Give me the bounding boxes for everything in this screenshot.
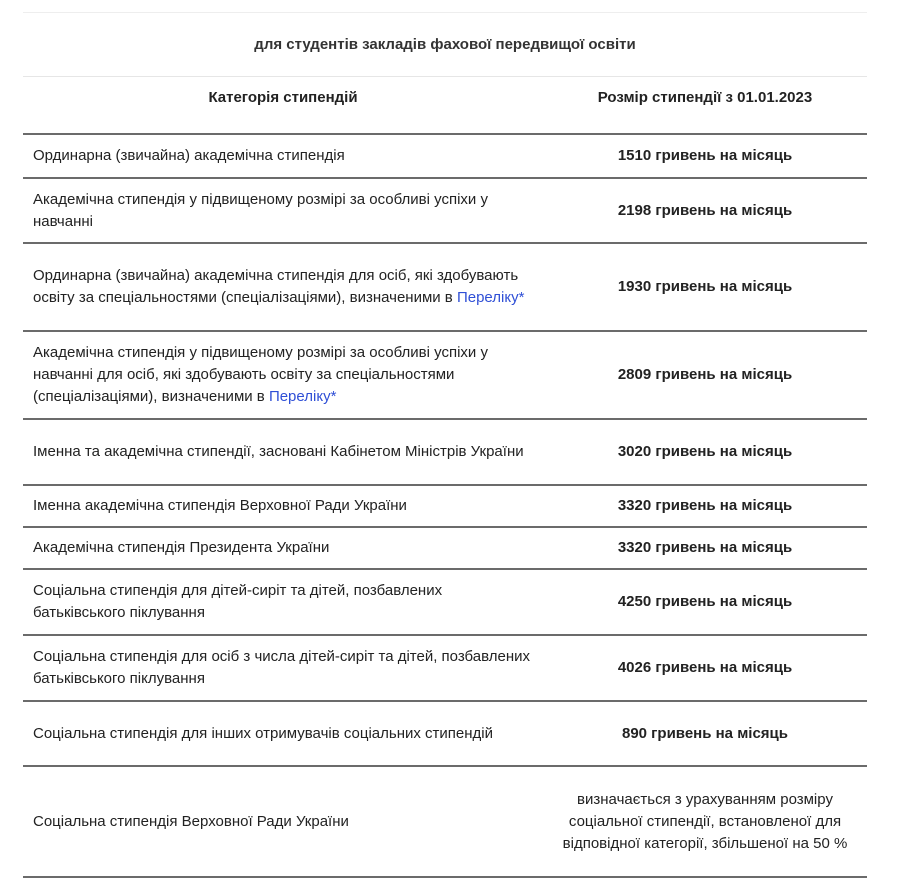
amount-cell: 2198 гривень на місяць: [617, 201, 793, 219]
category-text: Соціальна стипендія для інших отримувачі…: [33, 724, 493, 742]
category-text: Академічна стипендія Президента України: [33, 539, 330, 556]
category-text: Академічна стипендія у підвищеному розмі…: [33, 190, 488, 230]
category-text: Академічна стипендія у підвищеному розмі…: [33, 342, 533, 408]
table-row: Соціальна стипендія для осіб з числа діт…: [23, 634, 867, 700]
category-text: Соціальна стипендія для осіб з числа діт…: [33, 648, 531, 687]
caption-divider: [23, 76, 867, 77]
category-cell: Академічна стипендія у підвищеному розмі…: [23, 332, 543, 418]
amount-cell: 1930 гривень на місяць: [617, 278, 793, 295]
table-row: Академічна стипендія у підвищеному розмі…: [23, 177, 867, 242]
category-text: Ординарна (звичайна) академічна стипенді…: [33, 147, 345, 164]
perelik-link[interactable]: Переліку*: [268, 388, 337, 405]
table-caption: для студентів закладів фахової передвищо…: [254, 36, 636, 53]
amount-cell: 1510 гривень на місяць: [617, 147, 793, 164]
category-cell: Ординарна (звичайна) академічна стипенді…: [23, 135, 543, 177]
category-text: Соціальна стипендія Верховної Ради Украї…: [33, 812, 349, 830]
category-cell: Академічна стипендія Президента України: [23, 528, 543, 568]
table-row: Академічна стипендія у підвищеному розмі…: [23, 330, 867, 418]
amount-cell: 3020 гривень на місяць: [617, 443, 793, 460]
table-row: Іменна та академічна стипендії, заснован…: [23, 418, 867, 484]
category-cell: Іменна академічна стипендія Верховної Ра…: [23, 486, 543, 526]
header-amount: Розмір стипендії з 01.01.2023: [597, 88, 813, 106]
category-text: Іменна академічна стипендія Верховної Ра…: [33, 497, 407, 514]
scholarship-table: Ординарна (звичайна) академічна стипенді…: [23, 133, 867, 878]
amount-cell: 4250 гривень на місяць: [617, 593, 793, 610]
category-text-part: Академічна стипендія у підвищеному розмі…: [33, 344, 488, 405]
table-row: Іменна академічна стипендія Верховної Ра…: [23, 484, 867, 526]
amount-cell: 890 гривень на місяць: [621, 724, 788, 742]
header-category: Категорія стипендій: [208, 88, 358, 106]
category-cell: Академічна стипендія у підвищеному розмі…: [23, 179, 543, 242]
category-text-part: Ординарна (звичайна) академічна стипенді…: [33, 267, 519, 306]
top-divider: [23, 12, 867, 13]
category-cell: Соціальна стипендія для дітей-сиріт та д…: [23, 570, 543, 634]
category-cell: Соціальна стипендія для інших отримувачі…: [23, 702, 543, 765]
table-row: Соціальна стипендія для інших отримувачі…: [23, 700, 867, 765]
table-header: Категорія стипендій Розмір стипендії з 0…: [23, 77, 867, 133]
amount-cell: визначається з урахуванням розміру соціа…: [562, 790, 848, 852]
category-text: Соціальна стипендія для дітей-сиріт та д…: [33, 582, 443, 621]
perelik-link[interactable]: Переліку*: [456, 289, 525, 306]
table-row: Соціальна стипендія для дітей-сиріт та д…: [23, 568, 867, 634]
amount-cell: 4026 гривень на місяць: [617, 659, 793, 676]
category-text: Іменна та академічна стипендії, заснован…: [33, 443, 524, 460]
category-cell: Соціальна стипендія Верховної Ради Украї…: [23, 767, 543, 876]
table-row: Ординарна (звичайна) академічна стипенді…: [23, 133, 867, 177]
table-row: Ординарна (звичайна) академічна стипенді…: [23, 242, 867, 330]
category-cell: Соціальна стипендія для осіб з числа діт…: [23, 636, 543, 700]
table-row: Академічна стипендія Президента України …: [23, 526, 867, 568]
category-text: Ординарна (звичайна) академічна стипенді…: [33, 265, 533, 309]
category-cell: Іменна та академічна стипендії, заснован…: [23, 420, 543, 484]
category-cell: Ординарна (звичайна) академічна стипенді…: [23, 244, 543, 330]
amount-cell: 2809 гривень на місяць: [617, 366, 793, 383]
amount-cell: 3320 гривень на місяць: [617, 539, 793, 556]
amount-cell: 3320 гривень на місяць: [617, 497, 793, 514]
table-row: Соціальна стипендія Верховної Ради Украї…: [23, 765, 867, 878]
